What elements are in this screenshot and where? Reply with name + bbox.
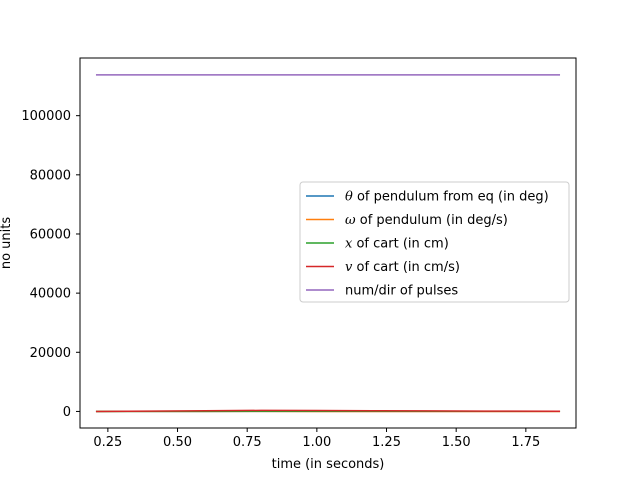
x-tick-label: 1.00 [302, 435, 331, 450]
y-tick-label: 100000 [21, 109, 71, 124]
legend-symbol: θ [345, 190, 353, 205]
x-tick-label: 1.75 [511, 435, 540, 450]
y-tick-label: 80000 [30, 168, 71, 183]
plot-area-frame [79, 57, 577, 429]
legend-label-3: x of cart (in cm) [345, 237, 449, 252]
y-axis-label: no units [0, 217, 14, 270]
x-tick-label: 0.75 [233, 435, 262, 450]
legend-label-2: ω of pendulum (in deg/s) [345, 213, 508, 228]
x-axis-label: time (in seconds) [272, 457, 385, 472]
x-axis-ticks: 0.25 0.50 0.75 1.00 1.25 1.50 1.75 [93, 428, 540, 450]
y-axis-ticks: 0 20000 40000 60000 80000 100000 [21, 109, 80, 420]
plot-lines [95, 74, 561, 413]
y-tick-label: 20000 [30, 346, 71, 361]
legend-text: num/dir of pulses [345, 284, 458, 299]
legend-text: of cart (in cm/s) [352, 260, 460, 275]
legend-text: of cart (in cm) [352, 237, 448, 252]
y-tick-label: 40000 [30, 287, 71, 302]
legend-text: of pendulum from eq (in deg) [353, 190, 549, 205]
legend-symbol: ω [345, 213, 356, 228]
x-tick-label: 1.25 [372, 435, 401, 450]
y-tick-label: 0 [63, 405, 71, 420]
legend: θ of pendulum from eq (in deg) ω of pendu… [299, 181, 570, 303]
x-tick-label: 0.50 [163, 435, 192, 450]
x-tick-label: 1.50 [442, 435, 471, 450]
y-tick-label: 60000 [30, 227, 71, 242]
legend-label-4: v of cart (in cm/s) [345, 260, 460, 275]
legend-box [299, 181, 570, 303]
legend-label-1: θ of pendulum from eq (in deg) [345, 190, 549, 205]
legend-text: of pendulum (in deg/s) [356, 213, 508, 228]
legend-label-5: num/dir of pulses [345, 284, 458, 299]
legend-symbol: x [345, 237, 353, 252]
x-tick-label: 0.25 [93, 435, 122, 450]
series-line-4 [95, 409, 561, 413]
legend-symbol: v [345, 260, 353, 275]
